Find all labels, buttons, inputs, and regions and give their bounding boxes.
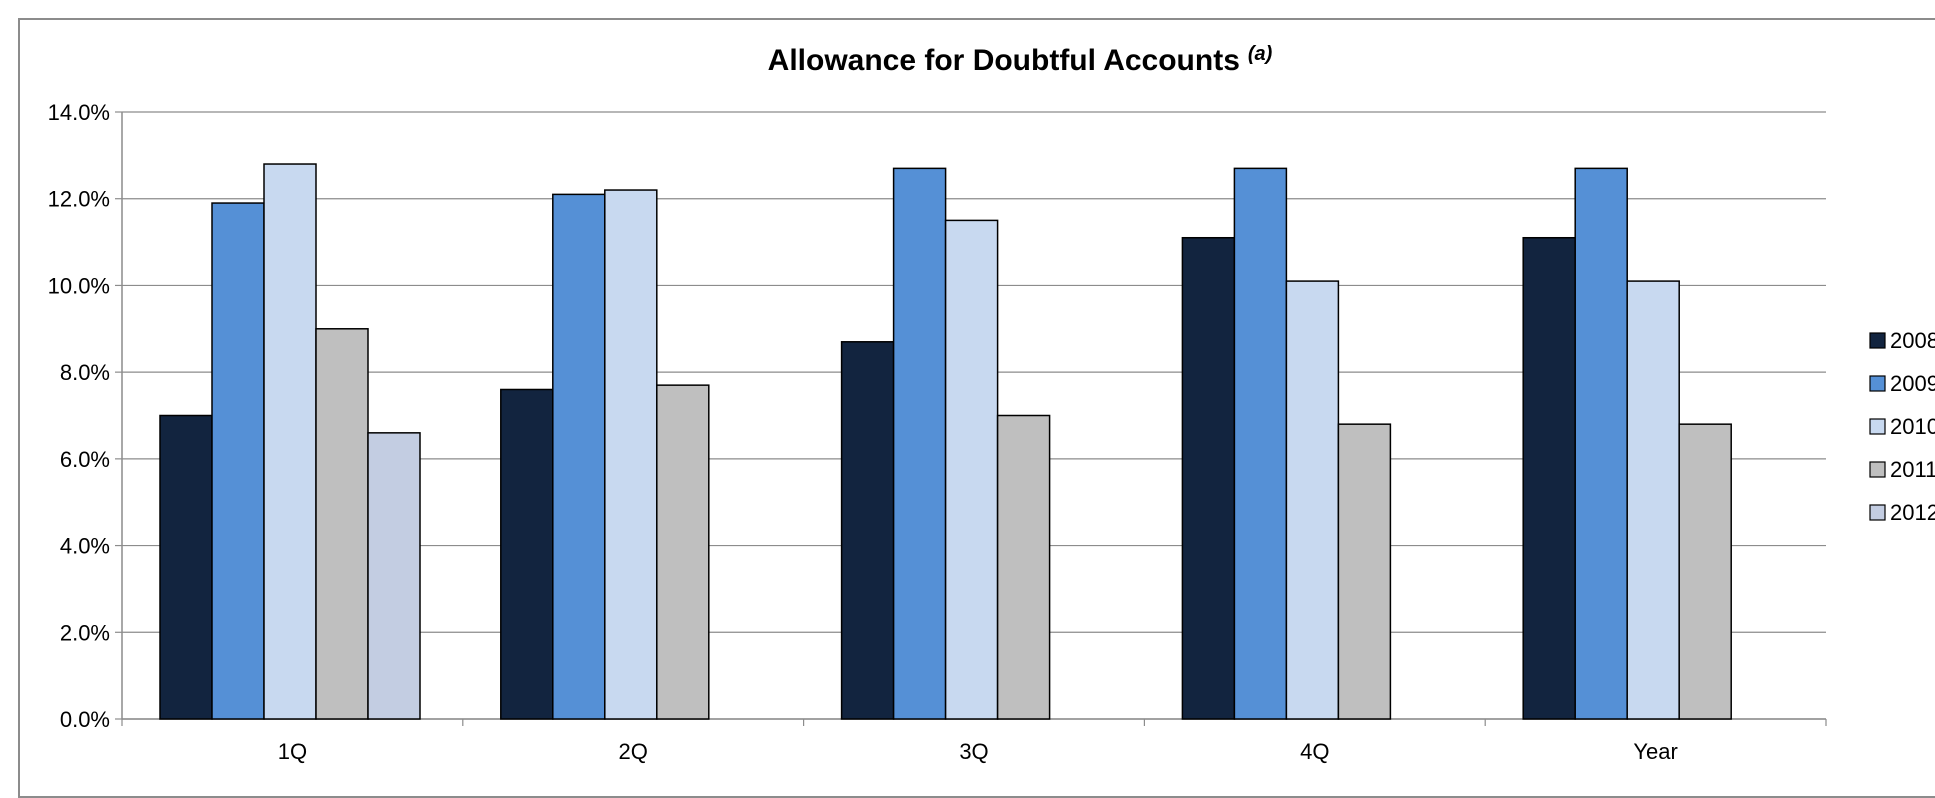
bar-2009-year: [1574, 167, 1628, 720]
x-tick-labels: 1Q 2Q 3Q 4Q Year: [278, 739, 1678, 764]
y-tick-label: 4.0%: [60, 534, 110, 559]
y-tick-labels: 0.0% 2.0% 4.0% 6.0% 8.0% 10.0% 12.0% 14.0%: [48, 100, 110, 732]
chart-title: Allowance for Doubtful Accounts (a): [768, 43, 1273, 77]
x-tick-label: Year: [1633, 739, 1677, 764]
bar-2011-4q: [1337, 423, 1392, 720]
legend-swatch-2008: [1869, 332, 1886, 349]
legend-label-2009: 2009: [1890, 371, 1935, 396]
legend-swatch-2012: [1869, 504, 1886, 521]
y-tick-label: 10.0%: [48, 273, 110, 298]
bar-2009-3q: [892, 167, 947, 720]
legend-label-2012: 2012: [1890, 500, 1935, 525]
chart: Allowance for Doubtful Accounts (a) 0.0% 2…: [48, 43, 1935, 764]
x-tick-label: 2Q: [619, 739, 648, 764]
y-tick-label: 0.0%: [60, 707, 110, 732]
bar-2011-2q: [656, 384, 710, 720]
bar-2010-4q: [1285, 280, 1340, 720]
legend-label-2011: 2011: [1890, 457, 1935, 482]
bar-2010-3q: [944, 219, 999, 720]
bar-2010-1q: [263, 163, 317, 720]
bar-2008-1q: [159, 414, 213, 720]
bar-2009-2q: [552, 193, 606, 720]
legend-swatch-2009: [1869, 375, 1886, 392]
chart-title-main: Allowance for Doubtful Accounts: [768, 44, 1240, 77]
y-tick-label: 2.0%: [60, 620, 110, 645]
chart-title-superscript: (a): [1248, 43, 1273, 65]
y-tick-label: 12.0%: [48, 187, 110, 212]
bar-2009-1q: [211, 202, 265, 720]
bar-2008-year: [1522, 236, 1576, 720]
bars: [159, 163, 1732, 720]
x-tick-label: 3Q: [959, 739, 988, 764]
y-tick-label: 14.0%: [48, 100, 110, 125]
bar-2011-1q: [315, 328, 369, 720]
bar-2012-1q: [367, 432, 421, 720]
bar-2010-year: [1626, 280, 1680, 720]
bar-2008-4q: [1181, 236, 1236, 720]
bar-2011-3q: [996, 414, 1051, 720]
bar-2011-year: [1678, 423, 1732, 720]
x-tick-label: 1Q: [278, 739, 307, 764]
bar-2008-3q: [840, 341, 895, 720]
legend-label-2010: 2010: [1890, 414, 1935, 439]
legend-label-2008: 2008: [1890, 328, 1935, 353]
x-tick-label: 4Q: [1300, 739, 1329, 764]
bar-2010-2q: [604, 189, 658, 720]
bar-2009-4q: [1233, 167, 1288, 720]
legend-swatch-2011: [1869, 461, 1886, 478]
bar-2008-2q: [500, 388, 554, 720]
legend-swatch-2010: [1869, 418, 1886, 435]
legend: 2008 2009 2010 2011 2012: [1869, 328, 1935, 525]
y-tick-label: 6.0%: [60, 447, 110, 472]
y-tick-label: 8.0%: [60, 360, 110, 385]
